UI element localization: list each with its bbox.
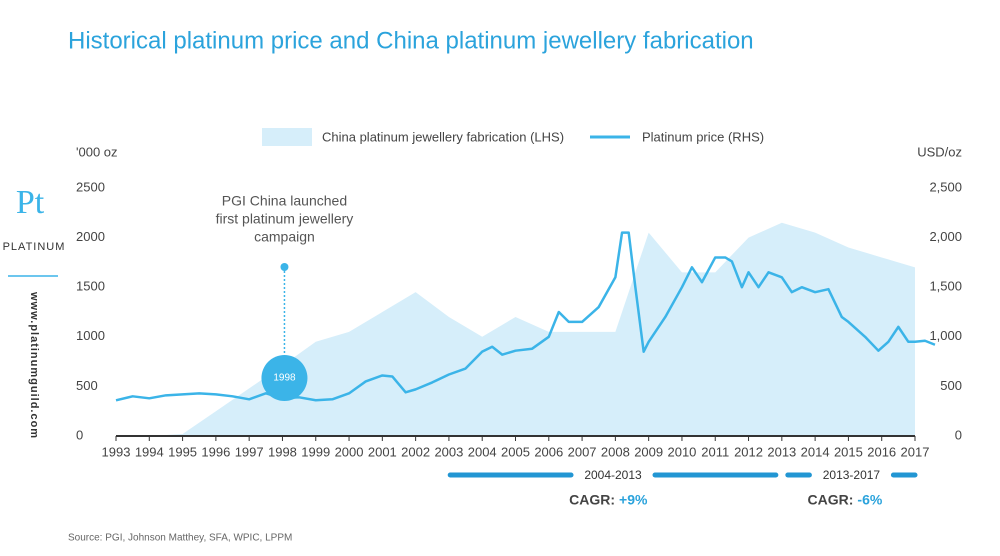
cagr-label: CAGR: [808,492,854,508]
x-tick-label: 2001 [368,444,397,459]
legend-swatch [262,128,312,146]
x-tick-label: 2011 [701,444,729,459]
y2-tick-label: 500 [940,378,962,393]
y2-tick-label: 2,000 [929,229,962,244]
source-note: Source: PGI, Johnson Matthey, SFA, WPIC,… [68,533,292,544]
y-tick-label: 500 [76,378,98,393]
x-tick-label: 2006 [534,444,563,459]
x-tick-label: 1995 [168,444,197,459]
y-axis-title: '000 oz [76,144,118,159]
y2-tick-label: 0 [955,427,962,442]
y2-axis-title: USD/oz [917,144,962,159]
period-label: 2004-2013 [584,468,642,482]
x-tick-label: 2008 [601,444,630,459]
cagr-label: CAGR: [569,492,615,508]
x-tick-label: 2004 [468,444,497,459]
x-tick-label: 2013 [767,444,796,459]
y-tick-label: 1000 [76,328,105,343]
y-tick-label: 0 [76,427,83,442]
area [116,222,915,436]
y2-tick-label: 1,500 [929,279,962,294]
x-tick-label: 2012 [734,444,763,459]
y2-tick-label: 2,500 [929,179,962,194]
y-tick-label: 1500 [76,279,105,294]
x-tick-label: 2002 [401,444,430,459]
x-tick-label: 1996 [201,444,230,459]
y-tick-label: 2500 [76,179,105,194]
x-tick-label: 2003 [434,444,463,459]
x-tick-label: 1993 [102,444,131,459]
x-tick-label: 2017 [901,444,930,459]
x-tick-label: 2000 [335,444,364,459]
cagr-value: -6% [857,492,882,508]
period-label: 2013-2017 [823,468,881,482]
x-tick-label: 1994 [135,444,164,459]
x-tick-label: 1999 [301,444,330,459]
annotation-text: campaign [254,229,315,245]
x-tick-label: 2016 [867,444,896,459]
logo-symbol: Pt [16,184,45,221]
annotation-text: first platinum jewellery [216,211,354,227]
x-tick-label: 2007 [568,444,597,459]
x-tick-label: 1997 [235,444,264,459]
x-tick-label: 2015 [834,444,863,459]
y-tick-label: 2000 [76,229,105,244]
chart-title: Historical platinum price and China plat… [68,27,754,54]
logo-name: PLATINUM [3,241,66,253]
annotation-text: PGI China launched [222,193,347,209]
x-tick-label: 2014 [801,444,830,459]
y2-tick-label: 1,000 [929,328,962,343]
logo-url: www.platinumguild.com [28,291,40,439]
x-tick-label: 1998 [268,444,297,459]
x-tick-label: 2010 [667,444,696,459]
x-tick-label: 2005 [501,444,530,459]
x-tick-label: 2009 [634,444,663,459]
legend-label: Platinum price (RHS) [642,129,764,144]
cagr-value: +9% [619,492,648,508]
legend-label: China platinum jewellery fabrication (LH… [322,129,564,144]
annotation-marker [261,355,308,401]
annotation-marker-label: 1998 [273,373,296,384]
